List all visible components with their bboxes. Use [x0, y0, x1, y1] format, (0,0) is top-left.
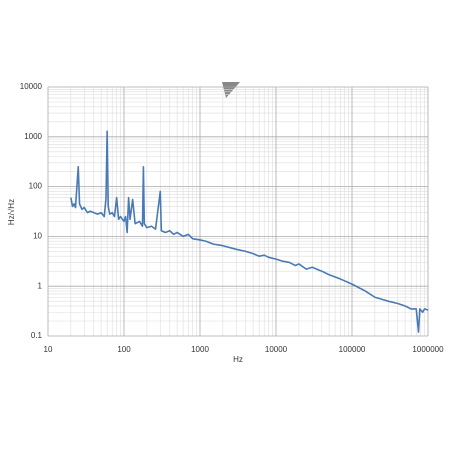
x-axis-label: Hz: [233, 355, 243, 364]
x-tick-label: 1000: [191, 345, 209, 354]
y-tick-label: 10: [33, 232, 42, 241]
x-tick-label: 100: [117, 345, 131, 354]
x-tick-label: 10000: [265, 345, 288, 354]
x-tick-label: 100000: [339, 345, 366, 354]
decoration: [222, 82, 240, 98]
data-line: [70, 130, 429, 333]
y-tick-label: 10000: [20, 82, 43, 91]
x-tick-label: 10: [44, 345, 53, 354]
y-axis-label: Hz/√Hz: [7, 199, 16, 225]
y-tick-label: 100: [29, 182, 43, 191]
x-tick-label: 1000000: [412, 345, 444, 354]
y-tick-label: 0.1: [31, 331, 43, 340]
y-tick-label: 1000: [24, 132, 42, 141]
y-tick-label: 1: [38, 281, 43, 290]
